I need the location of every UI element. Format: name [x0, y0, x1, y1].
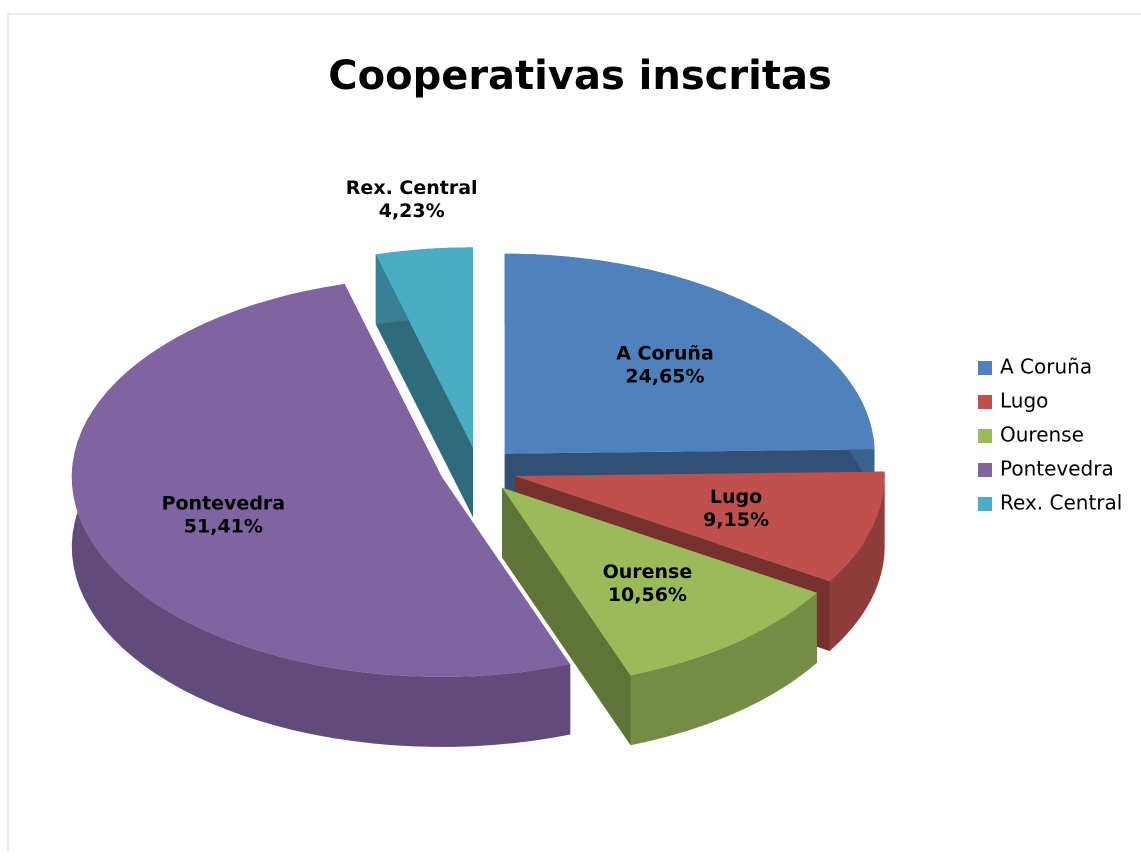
data-label-name: Lugo [710, 486, 762, 508]
legend-swatch [978, 361, 992, 375]
slice-side [71, 284, 571, 747]
legend: A Coruña Lugo Ourense Pontevedra Rex. Centra… [978, 355, 1122, 515]
slice-tops [71, 247, 885, 677]
data-label-name: Pontevedra [162, 492, 286, 514]
slice [514, 471, 885, 581]
legend-label: Pontevedra [1000, 457, 1114, 481]
slice-side [630, 592, 817, 746]
data-label-name: A Coruña [616, 343, 714, 365]
data-label-name: Ourense [603, 561, 693, 583]
legend-swatch [978, 463, 992, 477]
legend-swatch [978, 429, 992, 443]
data-label: 9,15% [703, 509, 769, 531]
legend-swatch [978, 395, 992, 409]
legend-label: Rex. Central [1000, 491, 1122, 515]
legend-swatch [978, 497, 992, 511]
slice [375, 247, 473, 448]
data-label: 24,65% [625, 366, 704, 388]
data-label: 51,41% [184, 515, 263, 537]
slice [71, 284, 571, 677]
slice [504, 253, 875, 454]
data-label-name: Rex. Central [346, 177, 478, 199]
legend-label: A Coruña [1000, 355, 1092, 379]
legend-label: Lugo [1000, 389, 1048, 413]
data-label: 10,56% [608, 584, 687, 606]
data-label: 4,23% [379, 200, 445, 222]
legend-label: Ourense [1000, 423, 1084, 447]
slice-face [502, 487, 631, 746]
chart-title: Cooperativas inscritas [328, 53, 832, 99]
slice [502, 487, 817, 676]
slice-side [829, 471, 885, 651]
